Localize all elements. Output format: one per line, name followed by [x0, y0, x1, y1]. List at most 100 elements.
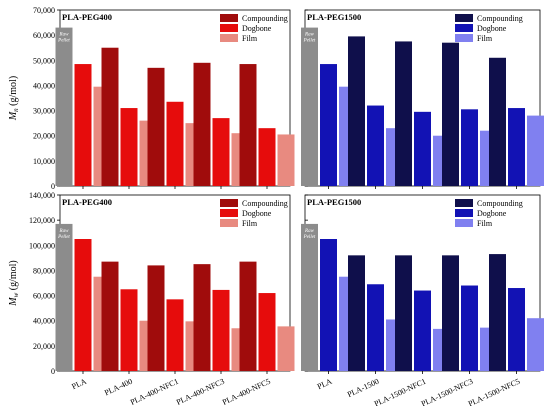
y-tick-label: 40,000 [33, 317, 55, 326]
bar-dogbone [74, 64, 92, 186]
bar-raw-pellet [55, 27, 73, 186]
x-tick-label: PLA-400-NFC1 [129, 377, 180, 406]
bar-dogbone [461, 285, 478, 371]
bar-dogbone [461, 109, 478, 186]
legend-label: Compounding [477, 199, 523, 208]
y-tick-label: 50,000 [33, 56, 55, 65]
legend-label: Dogbone [242, 209, 272, 218]
legend-swatch [220, 24, 238, 32]
bar-compounding [348, 36, 365, 187]
bar-dogbone [120, 108, 138, 186]
bar-dogbone [414, 111, 431, 186]
bar-compounding [239, 64, 257, 186]
legend-label: Dogbone [477, 209, 507, 218]
bar-raw-pellet [301, 223, 318, 371]
legend-swatch [455, 209, 473, 217]
bar-dogbone [74, 239, 92, 371]
y-tick-label: 30,000 [33, 107, 55, 116]
y-tick-label: 10,000 [33, 157, 55, 166]
legend-swatch [455, 14, 473, 22]
x-tick-label: PLA-1500 [346, 377, 380, 399]
y-tick-label: 40,000 [33, 81, 55, 90]
bar-compounding [147, 265, 165, 371]
raw-pellet-label: Raw [59, 229, 70, 234]
y-tick-label: 100,000 [29, 241, 55, 250]
bar-raw-pellet [301, 27, 318, 186]
y-axis-label: Mn (g/mol) [8, 76, 20, 121]
legend-label: Compounding [242, 199, 288, 208]
raw-pellet-label: Pellet [57, 39, 70, 44]
bar-compounding [442, 255, 459, 371]
y-tick-label: 60,000 [33, 31, 55, 40]
raw-pellet-label: Raw [59, 33, 70, 38]
bar-compounding [193, 264, 211, 371]
bar-dogbone [320, 64, 337, 186]
legend-swatch [220, 199, 238, 207]
x-tick-label: PLA-400 [103, 377, 134, 398]
bar-compounding [101, 47, 119, 186]
bar-compounding [101, 261, 119, 371]
bar-compounding [395, 41, 412, 186]
bar-compounding [442, 42, 459, 186]
raw-pellet-label: Pellet [303, 39, 316, 44]
bar-dogbone [367, 105, 384, 186]
bar-dogbone [258, 128, 276, 186]
x-tick-label: PLA-400-NFC3 [175, 377, 226, 406]
raw-pellet-label: Pellet [57, 235, 70, 240]
bar-dogbone [212, 289, 230, 371]
y-axis-label: Mw (g/mol) [8, 260, 20, 307]
chart-title: PLA-PEG400 [62, 197, 112, 207]
y-tick-label: 0 [51, 182, 55, 191]
x-tick-label: PLA [70, 377, 88, 392]
bar-dogbone [508, 108, 525, 186]
x-tick-label: PLA-400-NFC5 [221, 377, 272, 406]
legend-swatch [455, 199, 473, 207]
bar-compounding [489, 254, 506, 371]
bar-dogbone [367, 284, 384, 371]
bar-film [277, 326, 295, 371]
legend-label: Compounding [242, 14, 288, 23]
chart-title: PLA-PEG1500 [307, 197, 361, 207]
y-tick-label: 0 [51, 367, 55, 376]
chart-title: PLA-PEG400 [62, 12, 112, 22]
bar-dogbone [508, 288, 525, 371]
legend-label: Film [477, 34, 493, 43]
legend-label: Dogbone [242, 24, 272, 33]
legend-label: Film [242, 219, 258, 228]
legend-swatch [455, 219, 473, 227]
bar-compounding [239, 261, 257, 371]
legend-swatch [220, 34, 238, 42]
chart-mn-peg400: 0 10,000 20,000 30,000 40,000 50,000 60,000 70,… [8, 6, 295, 191]
legend-swatch [455, 24, 473, 32]
bar-compounding [193, 62, 211, 186]
bar-compounding [395, 255, 412, 371]
bar-dogbone [320, 239, 337, 371]
legend-swatch [220, 219, 238, 227]
bar-dogbone [212, 118, 230, 186]
x-tick-label: PLA-1500-NFC1 [373, 377, 428, 406]
legend-label: Compounding [477, 14, 523, 23]
legend-label: Film [242, 34, 258, 43]
legend-swatch [220, 14, 238, 22]
x-tick-label: PLA [316, 377, 334, 392]
bar-dogbone [166, 299, 184, 371]
legend-swatch [220, 209, 238, 217]
bar-dogbone [414, 290, 431, 371]
y-tick-label: 60,000 [33, 292, 55, 301]
x-tick-label: PLA-1500-NFC5 [467, 377, 522, 406]
bar-dogbone [166, 101, 184, 186]
legend-swatch [455, 34, 473, 42]
bar-raw-pellet [55, 223, 73, 371]
raw-pellet-label: Pellet [303, 235, 316, 240]
bar-film [527, 115, 544, 186]
y-tick-label: 140,000 [29, 191, 55, 200]
chart-mw-peg400: 0 20,000 40,000 60,000 80,000 100,000 120,000 1… [8, 191, 295, 406]
x-tick-label: PLA-1500-NFC3 [420, 377, 475, 406]
chart-title: PLA-PEG1500 [307, 12, 361, 22]
bar-film [527, 318, 544, 371]
bar-compounding [147, 67, 165, 186]
bar-dogbone [120, 289, 138, 371]
